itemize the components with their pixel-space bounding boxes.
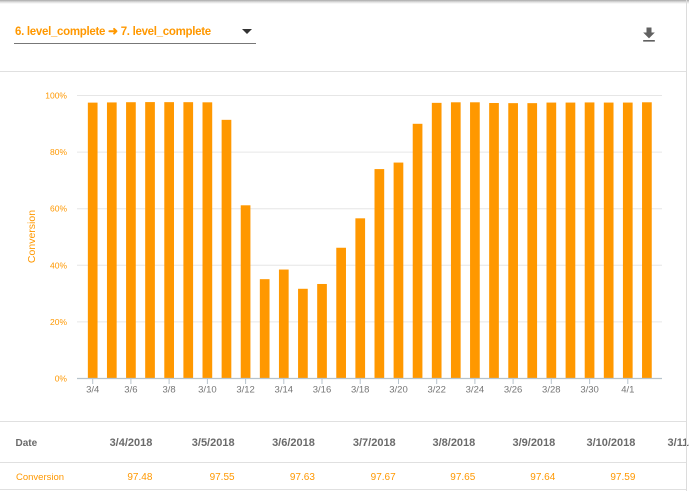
svg-text:3/18: 3/18 xyxy=(351,385,370,396)
svg-text:3/16: 3/16 xyxy=(313,385,332,396)
svg-text:100%: 100% xyxy=(45,91,67,101)
svg-text:3/8: 3/8 xyxy=(162,385,175,396)
svg-text:3/12: 3/12 xyxy=(236,385,255,396)
svg-text:20%: 20% xyxy=(50,317,67,327)
svg-text:4/1: 4/1 xyxy=(621,385,634,396)
svg-text:3/30: 3/30 xyxy=(580,385,599,396)
svg-text:3/6: 3/6 xyxy=(124,385,137,396)
svg-text:0%: 0% xyxy=(55,374,68,384)
svg-text:3/10: 3/10 xyxy=(198,385,217,396)
svg-text:3/24: 3/24 xyxy=(466,385,485,396)
svg-text:3/22: 3/22 xyxy=(427,385,446,396)
svg-text:3/26: 3/26 xyxy=(504,385,523,396)
svg-text:80%: 80% xyxy=(50,147,67,157)
svg-text:3/4: 3/4 xyxy=(86,385,99,396)
svg-text:3/20: 3/20 xyxy=(389,385,408,396)
svg-text:Conversion: Conversion xyxy=(26,210,38,263)
svg-text:60%: 60% xyxy=(50,204,67,214)
svg-text:40%: 40% xyxy=(50,260,67,270)
svg-text:3/14: 3/14 xyxy=(275,385,294,396)
svg-text:3/28: 3/28 xyxy=(542,385,561,396)
